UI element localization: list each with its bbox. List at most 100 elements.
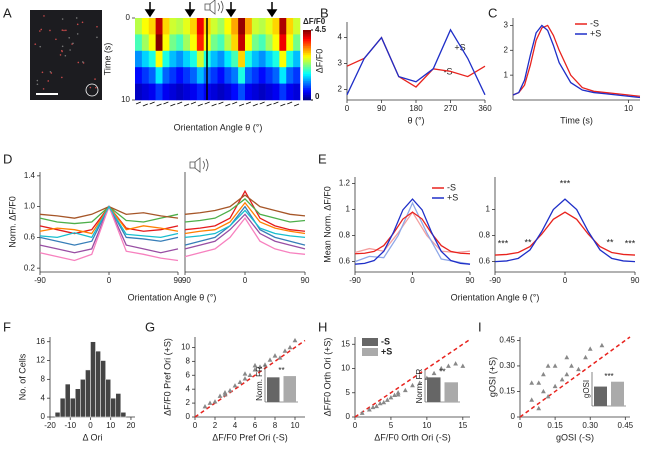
y-tick-label: 1 <box>504 70 509 79</box>
scatter-point <box>541 371 546 377</box>
inset-bar <box>444 382 458 402</box>
scatter-point <box>232 383 238 388</box>
stimulus-dash <box>149 101 155 105</box>
y-axis-label: Time (s) <box>102 43 112 76</box>
heat-cell <box>265 34 273 52</box>
speckle <box>34 43 37 45</box>
scatter-point <box>384 397 390 402</box>
stimulus-dash <box>273 101 279 105</box>
speckle <box>61 45 64 48</box>
colorbar-step <box>303 37 311 40</box>
x-tick-label: 90 <box>466 276 475 285</box>
x-tick-label: 0.30 <box>582 421 598 430</box>
legend-label: -S <box>590 18 599 28</box>
identity-line <box>194 339 306 418</box>
x-tick-label: 10 <box>106 421 115 430</box>
heat-cell <box>286 83 294 101</box>
histogram-bar <box>120 412 127 418</box>
speckle <box>75 17 78 19</box>
scatter-point <box>438 365 444 371</box>
scatter-point <box>262 362 268 367</box>
heat-cell <box>217 83 225 101</box>
heat-cell <box>190 34 198 52</box>
histogram-bar <box>95 350 101 418</box>
scatter-point <box>545 363 551 368</box>
inset-y-label: gOSI <box>582 380 591 398</box>
series-line <box>354 211 471 255</box>
series-line <box>39 205 179 246</box>
heat-cell <box>176 50 184 68</box>
annotation: ** <box>606 237 614 247</box>
heat-cell <box>190 18 198 35</box>
series-line <box>184 189 306 232</box>
heat-cell <box>224 18 232 35</box>
x-tick-label: 0 <box>518 421 523 430</box>
heat-cell <box>245 67 253 84</box>
annotation: *** <box>498 238 509 248</box>
heat-cell <box>141 34 150 52</box>
speckle <box>43 15 45 17</box>
scatter-point <box>388 395 394 400</box>
colorbar-step <box>303 89 311 92</box>
heat-cell <box>231 18 239 35</box>
heat-cell <box>169 83 177 101</box>
y-tick-label: 1.4 <box>24 171 36 180</box>
x-tick-label: 10 <box>291 421 300 430</box>
heat-cell <box>217 50 225 68</box>
heat-cell <box>148 67 156 84</box>
colorbar-step <box>303 52 311 55</box>
heat-cell <box>293 67 301 84</box>
series-line <box>494 198 636 263</box>
colorbar-step <box>303 30 311 33</box>
colorbar-step <box>303 82 311 85</box>
speckle <box>68 36 70 39</box>
speckle <box>50 72 53 74</box>
y-tick-label: 0.6 <box>479 257 491 266</box>
colorbar-step <box>303 66 311 69</box>
colorbar-tick-label: 4.5 <box>315 25 327 34</box>
inset-annotation: *** <box>604 372 613 381</box>
identity-line <box>519 336 631 418</box>
heat-cell <box>217 67 225 84</box>
speckle <box>59 54 62 56</box>
x-tick-label: 90 <box>174 276 183 285</box>
x-axis-label: Orientation Angle θ (°) <box>174 122 263 132</box>
heat-cell <box>162 34 170 52</box>
colorbar-step <box>303 93 311 96</box>
y-tick-label: 1 <box>346 205 351 214</box>
scatter-point <box>587 346 593 351</box>
colorbar-step <box>303 87 311 90</box>
speckle <box>94 78 96 80</box>
heat-cell <box>196 83 205 101</box>
heat-cell <box>224 67 232 84</box>
stimulus-dash <box>287 101 293 105</box>
scatter-point <box>529 397 535 402</box>
colorbar-step <box>303 65 311 68</box>
heat-cell <box>272 83 280 101</box>
heat-cell <box>224 34 232 52</box>
heat-cell <box>279 34 287 52</box>
heat-cell <box>265 18 273 35</box>
speckle <box>65 29 67 32</box>
heat-cell <box>238 67 246 84</box>
annotation: ** <box>524 237 532 247</box>
scatter-point <box>552 363 558 368</box>
series-line <box>184 205 306 246</box>
heat-cell <box>265 67 273 84</box>
x-tick-label: 10 <box>624 104 633 113</box>
histogram-bar <box>59 397 66 418</box>
heat-cell <box>169 67 177 84</box>
heat-cell <box>238 50 246 68</box>
heat-cell <box>169 34 177 52</box>
y-tick-label: 10 <box>181 343 190 352</box>
heat-cell <box>183 67 191 84</box>
heat-cell <box>196 34 205 52</box>
heat-cell <box>258 50 266 68</box>
stimulus-dash <box>142 103 148 107</box>
heat-cell <box>251 34 260 52</box>
y-axis-label: gOSI (+S) <box>487 357 497 397</box>
heat-cell <box>155 34 163 52</box>
scatter-point <box>252 367 258 372</box>
heat-cell <box>217 18 225 35</box>
